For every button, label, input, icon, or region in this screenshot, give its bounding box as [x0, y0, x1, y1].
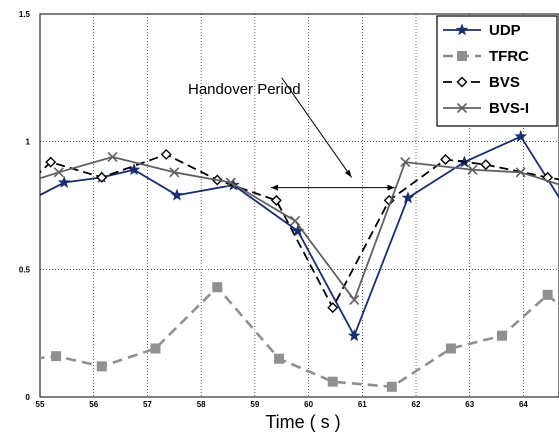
data-point-tfrc: [542, 289, 553, 300]
x-tick-label: 63: [465, 400, 474, 409]
data-point-tfrc: [51, 351, 62, 362]
data-point-bvs: [327, 302, 339, 314]
x-tick-label: 60: [304, 400, 313, 409]
legend-label-bvs: BVS: [489, 74, 520, 91]
handover-label: Handover Period: [188, 81, 301, 98]
legend-marker-bvs: [456, 76, 468, 88]
handover-annotation: Handover Period: [188, 77, 395, 191]
x-tick-label: 58: [197, 400, 206, 409]
data-point-tfrc: [496, 330, 507, 341]
y-tick-label: 0.5: [19, 265, 31, 274]
data-point-bvs-i: [290, 215, 301, 226]
x-tick-label: 64: [519, 400, 528, 409]
data-point-tfrc: [150, 343, 161, 354]
legend-marker-tfrc: [457, 51, 467, 61]
x-tick-label: 55: [36, 400, 45, 409]
data-point-bvs: [96, 171, 108, 183]
data-point-udp: [514, 129, 528, 142]
data-point-bvs-i: [107, 151, 118, 163]
legend-marker-bvs-i: [456, 102, 468, 114]
legend-label-bvs-i: BVS-I: [489, 100, 529, 117]
data-point-bvs: [270, 194, 282, 206]
data-point-bvs-i: [349, 294, 360, 306]
data-point-bvs: [45, 156, 57, 168]
span-arrowhead-left: [270, 184, 278, 191]
x-tick-label: 62: [412, 400, 421, 409]
data-point-tfrc: [274, 353, 285, 364]
legend-marker-udp: [455, 23, 469, 36]
data-point-udp: [40, 195, 41, 197]
y-tick-label: 1: [26, 138, 31, 147]
series-line-udp: [40, 135, 559, 337]
data-point-bvs-i: [467, 164, 478, 175]
legend-label-udp: UDP: [489, 22, 521, 39]
data-point-bvs: [480, 159, 492, 171]
data-point-tfrc: [212, 282, 223, 293]
data-point-bvs-i: [53, 167, 64, 178]
data-point-tfrc: [386, 381, 397, 392]
legend: UDP TFRC BVS BVS-I: [436, 15, 558, 127]
x-tick-label: 56: [89, 400, 98, 409]
series-line-bvs: [40, 153, 559, 309]
x-tick-label: 61: [358, 400, 367, 409]
data-point-udp: [57, 175, 71, 188]
legend-label-tfrc: TFRC: [489, 48, 529, 65]
span-arrowhead-right: [387, 184, 395, 191]
data-point-bvs-i: [400, 157, 411, 168]
data-point-udp: [401, 191, 415, 204]
series-group: [30, 129, 559, 392]
data-point-bvs-i: [225, 177, 236, 188]
x-axis-title: Time ( s ): [265, 412, 340, 432]
data-point-bvs: [160, 148, 172, 160]
x-tick-label: 59: [250, 400, 259, 409]
data-point-tfrc: [96, 361, 107, 372]
data-point-udp: [170, 188, 184, 201]
data-point-bvs: [40, 177, 41, 178]
data-point-tfrc: [327, 376, 338, 387]
y-tick-label: 0: [26, 393, 31, 402]
data-point-tfrc: [445, 343, 456, 354]
y-tick-label: 1.5: [19, 10, 31, 19]
data-point-udp: [347, 329, 361, 342]
data-point-bvs-i: [30, 175, 39, 184]
pointer-arrowhead: [344, 169, 352, 178]
data-point-bvs: [440, 154, 452, 166]
x-tick-label: 57: [143, 400, 152, 409]
handover-pointer-line: [281, 77, 352, 178]
data-point-bvs-i: [169, 167, 180, 178]
data-point-tfrc: [30, 354, 40, 364]
data-point-bvs-i: [515, 167, 526, 178]
